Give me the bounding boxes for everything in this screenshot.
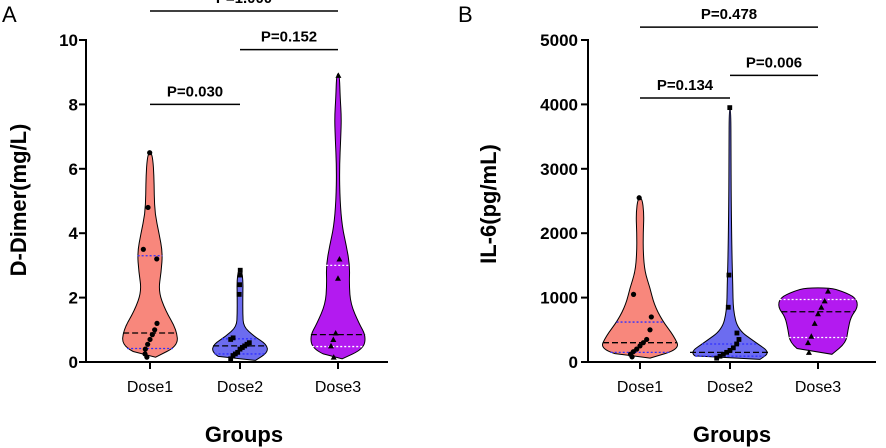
panel-b-y-tick-label-3: 3000: [540, 160, 578, 179]
panel-b-dose1-point-6: [644, 336, 650, 343]
panel-b-dose1-point-8: [648, 314, 654, 320]
panel-a-dose1-point-4: [147, 336, 153, 343]
panel-b-y-axis-title: IL-6(pg/mL): [476, 144, 501, 264]
panel-a-dose1-point-2: [142, 346, 148, 352]
panel-a-y-tick-label-0: 0: [69, 353, 78, 372]
panel-a-category-label-0: Dose1: [127, 379, 173, 396]
panel-b-dose1-point-4: [637, 343, 643, 349]
panel-a: A D-Dimer(mg/L) Groups 0 2 4 6 8 10 Dose1 Dose2…: [2, 0, 388, 447]
panel-b-category-label-0: Dose1: [617, 379, 663, 396]
panel-a-dose1-point-1: [142, 351, 148, 357]
panel-letter-a: A: [2, 2, 17, 27]
panel-b-dose2-point-2: [720, 351, 726, 357]
panel-a-category-label-2: Dose3: [315, 379, 361, 396]
panel-a-dose1-point-3: [145, 341, 151, 347]
panel-a-dose2-point-11: [236, 291, 242, 297]
panel-b-dose2-point-8: [734, 330, 740, 336]
panel-b-violin-dose2: [692, 107, 768, 360]
panel-a-plot-area: 0 2 4 6 8 10 Dose1 Dose2 Dose3 P=0.030 P=0.152 P=1.…: [59, 0, 388, 396]
panel-letter-b: B: [458, 2, 473, 27]
panel-b-dose3-point-4: [815, 310, 821, 317]
panel-a-dose1-point-7: [154, 320, 160, 326]
panel-a-comparison-label-1: P=0.152: [261, 29, 317, 46]
panel-b-y-tick-label-1: 1000: [540, 289, 578, 308]
panel-b-dose3-point-1: [805, 339, 811, 346]
panel-b-y-tick-label-4: 4000: [540, 95, 578, 114]
panel-a-y-tick-label-1: 2: [69, 289, 78, 308]
panel-a-y-tick-label-2: 4: [69, 224, 79, 243]
panel-b-category-label-1: Dose2: [707, 379, 753, 396]
panel-b-dose2-point-9: [725, 304, 731, 310]
panel-a-dose2-point-10: [230, 335, 236, 341]
panel-b-category-label-2: Dose3: [795, 379, 841, 396]
panel-b-comparison-label-0: P=0.134: [657, 77, 714, 94]
panel-a-dose1-point-11: [147, 150, 153, 156]
panel-b-dose2-point-1: [717, 353, 723, 359]
panel-a-y-tick-label-3: 6: [69, 160, 78, 179]
panel-b-dose3-point-3: [811, 320, 818, 326]
panel-a-dose1-point-10: [145, 204, 151, 211]
panel-b: B IL-6(pg/mL) Groups 0 1000 2000 3000 4000 50…: [458, 2, 876, 447]
panel-b-dose3-point-5: [818, 304, 825, 310]
panel-b-dose2-point-4: [727, 348, 733, 353]
panel-a-violin-dose3: [310, 73, 366, 360]
panel-b-dose2-point-6: [734, 341, 740, 347]
panel-a-dose3-point-5: [336, 255, 343, 262]
panel-a-dose2-point-13: [237, 272, 243, 278]
panel-b-x-axis-title: Groups: [693, 422, 771, 447]
panel-a-x-axis-title: Groups: [205, 422, 283, 447]
panel-b-dose2-point-11: [727, 105, 733, 111]
panel-a-dose2-point-0: [228, 356, 234, 362]
panel-b-dose2-point-7: [736, 337, 742, 342]
panel-a-dose2-point-14: [237, 267, 243, 273]
panel-b-plot-area: 0 1000 2000 3000 4000 5000 Dose1 Dose2 Dose3 P=0.…: [540, 6, 876, 396]
panel-a-dose2-point-8: [246, 340, 252, 346]
panel-b-dose3-point-0: [805, 349, 812, 355]
panel-b-dose1-point-7: [647, 327, 653, 333]
panel-a-dose3-point-3: [332, 330, 339, 336]
panel-a-dose3-point-0: [330, 354, 337, 360]
panel-b-dose1-point-5: [640, 340, 646, 346]
panel-a-dose1-point-8: [154, 256, 160, 262]
panel-b-dose3-point-7: [825, 288, 831, 294]
panel-b-y-tick-label-5: 5000: [540, 31, 578, 50]
panel-b-dose3-point-2: [808, 333, 815, 339]
panel-a-dose3-point-6: [335, 72, 342, 78]
panel-a-dose2-point-12: [237, 282, 242, 288]
panel-a-violin-dose1: [122, 152, 178, 358]
panel-a-dose3-point-1: [328, 342, 334, 349]
panel-a-category-label-1: Dose2: [217, 379, 263, 396]
panel-a-dose2-point-9: [228, 337, 234, 342]
panel-b-dose1-point-10: [636, 195, 642, 201]
panel-b-violin-dose3: [778, 287, 858, 355]
panel-b-y-tick-label-2: 2000: [540, 224, 578, 243]
panel-a-y-tick-label-5: 10: [59, 31, 78, 50]
panel-b-dose2-point-0: [714, 355, 720, 361]
panel-a-dose1-point-9: [140, 246, 146, 252]
panel-a-dose3-point-4: [335, 275, 341, 281]
panel-b-dose2-point-10: [726, 272, 732, 278]
panel-b-dose3-point-6: [821, 297, 828, 304]
panel-b-comparison-label-2: P=0.478: [701, 6, 757, 23]
panel-b-dose1-point-9: [630, 291, 637, 297]
panel-a-comparison-label-2: P=1.000: [216, 0, 272, 7]
panel-a-dose1-point-5: [149, 332, 155, 338]
panel-a-comparison-label-0: P=0.030: [167, 83, 223, 100]
panel-a-dose2-point-3: [235, 349, 241, 355]
panel-a-y-axis-title: D-Dimer(mg/L): [6, 124, 31, 277]
panel-b-dose1-point-3: [634, 346, 640, 352]
panel-b-dose2-point-5: [730, 345, 736, 351]
panel-b-dose2-point-3: [724, 349, 730, 355]
panel-b-violin-dose1: [602, 197, 678, 359]
panel-b-y-tick-label-0: 0: [569, 353, 578, 372]
panel-a-dose3-point-2: [330, 336, 337, 342]
panel-b-comparison-label-1: P=0.006: [746, 54, 802, 71]
panel-a-y-tick-label-4: 8: [69, 95, 78, 114]
panel-a-dose1-point-6: [152, 327, 158, 333]
